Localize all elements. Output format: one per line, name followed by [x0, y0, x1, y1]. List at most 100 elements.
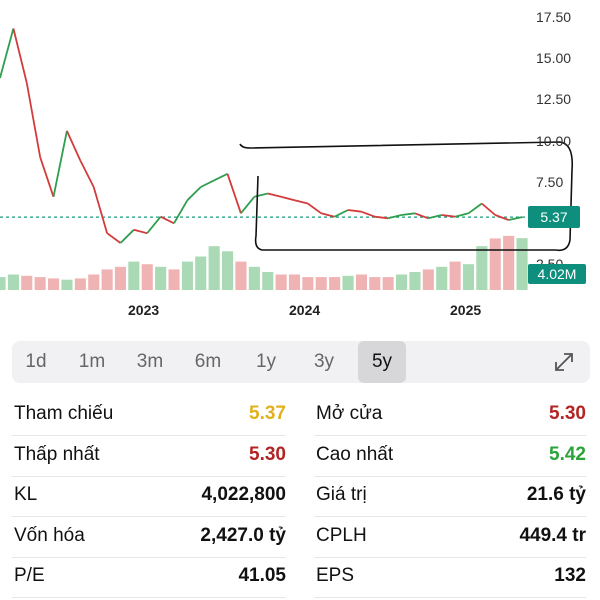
stat-value: 5.42	[549, 444, 586, 465]
stat-label: Cao nhất	[316, 444, 394, 465]
y-tick-label: 10.00	[536, 133, 572, 149]
stat-value: 21.6 tỷ	[526, 484, 586, 505]
volume-bar	[222, 251, 234, 290]
volume-bar	[382, 277, 394, 290]
y-tick-label: 12.50	[536, 91, 572, 107]
volume-bar	[195, 256, 207, 290]
range-button-3y[interactable]: 3y	[313, 351, 335, 372]
price-line-segment	[240, 196, 255, 214]
range-button-6m[interactable]: 6m	[194, 351, 222, 372]
price-line-segment	[267, 192, 282, 198]
time-range-selector: 1d 1m 3m 6m 1y 3y 5y	[12, 341, 590, 383]
volume-bar	[462, 264, 474, 290]
price-line-segment	[374, 215, 389, 220]
volume-bar	[409, 272, 421, 290]
price-line-segment	[334, 209, 349, 218]
volume-bar	[61, 279, 73, 290]
stat-value: 449.4 tr	[519, 525, 586, 546]
price-line-segment	[414, 212, 429, 220]
stat-value: 5.30	[249, 444, 286, 465]
y-tick-label: 15.00	[536, 50, 572, 66]
stat-label: EPS	[316, 565, 355, 586]
stat-row-high: Cao nhất 5.42	[314, 436, 586, 477]
volume-bar	[262, 272, 274, 290]
range-button-5y[interactable]: 5y	[358, 341, 406, 383]
price-line-segment	[441, 214, 456, 218]
volume-bar	[503, 235, 515, 290]
current-price-badge: 5.37	[528, 206, 580, 228]
price-line-segment	[12, 28, 28, 84]
volume-bar	[235, 261, 247, 290]
stat-row-value: Giá trị 21.6 tỷ	[314, 476, 586, 517]
price-chart[interactable]: 17.50 15.00 12.50 10.00 7.50 5.00 2.50 2…	[0, 0, 600, 330]
price-line-segment	[66, 130, 82, 161]
price-line-segment	[254, 192, 268, 198]
volume-bar	[422, 269, 434, 290]
price-line-segment	[0, 28, 15, 79]
x-tick-label: 2025	[450, 302, 482, 318]
volume-bar	[168, 269, 180, 290]
stat-label: KL	[14, 484, 38, 505]
price-line-segment	[361, 210, 376, 218]
volume-bar	[74, 278, 86, 290]
volume-bar	[88, 274, 100, 290]
price-line-segment	[494, 214, 509, 221]
volume-bar	[21, 275, 33, 290]
price-line-segment	[92, 186, 108, 234]
x-tick-label: 2024	[289, 302, 321, 318]
range-button-1y[interactable]: 1y	[255, 351, 277, 372]
price-line-segment	[160, 215, 175, 225]
price-line-segment	[401, 212, 416, 216]
stat-label: Thấp nhất	[14, 444, 100, 465]
range-button-1d[interactable]: 1d	[25, 351, 47, 372]
price-line-segment	[481, 202, 496, 216]
range-button-3m[interactable]: 3m	[136, 351, 164, 372]
volume-bar	[114, 266, 126, 290]
stat-label: CPLH	[316, 525, 367, 546]
price-line-segment	[226, 173, 242, 214]
annotation-bracket	[239, 141, 574, 252]
volume-bar	[0, 277, 6, 290]
price-line-segment	[454, 212, 469, 218]
chart-canvas[interactable]	[0, 0, 600, 330]
volume-bar	[155, 266, 167, 290]
stat-label: Mở cửa	[316, 403, 383, 424]
price-line-segment	[146, 216, 162, 234]
price-line-segment	[294, 199, 309, 205]
price-line-segment	[307, 202, 322, 215]
volume-bar	[181, 261, 193, 290]
stat-row-reference: Tham chiếu 5.37	[12, 395, 286, 436]
volume-bar	[302, 277, 314, 290]
volume-bar	[329, 277, 341, 290]
stat-value: 5.30	[549, 403, 586, 424]
price-line-segment	[25, 82, 42, 158]
expand-icon[interactable]	[552, 350, 576, 374]
volume-bar	[396, 274, 408, 290]
price-line-segment	[213, 172, 228, 182]
stat-label: Giá trị	[316, 484, 367, 505]
volume-bar	[34, 277, 46, 290]
volume-bar	[489, 238, 501, 290]
stat-row-shares: CPLH 449.4 tr	[314, 517, 586, 558]
stat-row-market-cap: Vốn hóa 2,427.0 tỷ	[12, 517, 286, 558]
volume-bar	[315, 277, 327, 290]
stat-row-volume: KL 4,022,800	[12, 476, 286, 517]
volume-bar	[449, 261, 461, 290]
stat-row-open: Mở cửa 5.30	[314, 395, 586, 436]
stat-value: 2,427.0 tỷ	[200, 525, 286, 546]
price-line-segment	[387, 214, 402, 220]
volume-bar	[208, 246, 220, 290]
volume-bar	[48, 278, 60, 290]
price-line-segment	[280, 195, 295, 202]
price-line-segment	[52, 130, 68, 197]
range-button-1m[interactable]: 1m	[78, 351, 106, 372]
volume-bar	[288, 274, 300, 290]
volume-bar	[369, 277, 381, 290]
stat-label: P/E	[14, 565, 45, 586]
stat-row-pe: P/E 41.05	[12, 557, 286, 598]
price-line-segment	[467, 202, 483, 215]
volume-bar	[476, 246, 488, 290]
price-line-segment	[119, 229, 135, 244]
price-line-segment	[428, 214, 442, 220]
volume-bar	[128, 261, 140, 290]
